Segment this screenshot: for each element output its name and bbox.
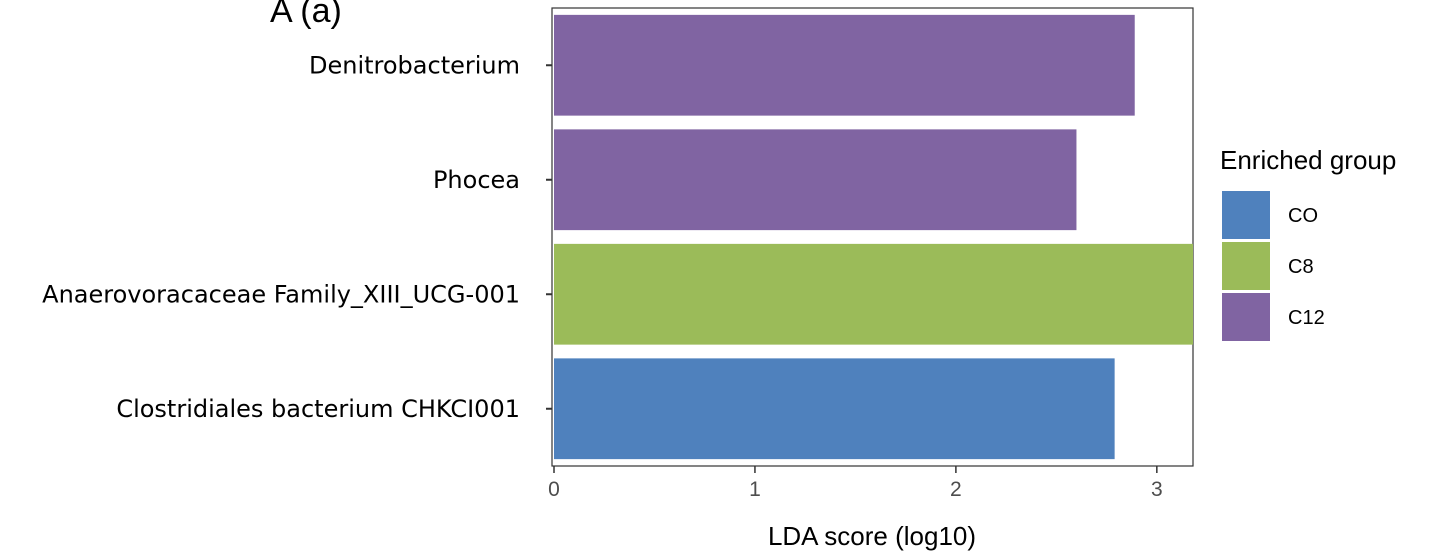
bar-denitrobacterium bbox=[554, 14, 1135, 116]
legend-key-co bbox=[1222, 191, 1270, 239]
legend-label: CO bbox=[1288, 205, 1318, 227]
legend-key-c8 bbox=[1222, 242, 1270, 290]
y-tick-label: Anaerovoracaceae Family_XIII_UCG-001 bbox=[42, 280, 520, 308]
bar-phocea bbox=[554, 129, 1077, 231]
bar-clostridiales-bacterium-chkci001 bbox=[554, 358, 1115, 460]
y-tick-label: Denitrobacterium bbox=[309, 51, 520, 79]
bar-anaerovoracaceae-family-xiii-ucg-001 bbox=[554, 243, 1193, 345]
x-tick-label: 0 bbox=[548, 478, 560, 501]
legend-key-c12 bbox=[1222, 293, 1270, 341]
y-tick-label: Clostridiales bacterium CHKCI001 bbox=[116, 395, 520, 423]
x-axis-title: LDA score (log10) bbox=[768, 521, 976, 551]
plot-panel-border bbox=[551, 7, 1194, 467]
legend-label: C12 bbox=[1288, 307, 1325, 329]
x-tick-label: 1 bbox=[749, 478, 761, 501]
legend: Enriched group CO C8 C12 bbox=[1220, 145, 1396, 341]
legend-label: C8 bbox=[1288, 256, 1314, 278]
x-tick-label: 2 bbox=[950, 478, 962, 501]
legend-title: Enriched group bbox=[1220, 145, 1396, 175]
y-tick-label: Phocea bbox=[433, 166, 520, 194]
x-tick-label: 3 bbox=[1151, 478, 1163, 501]
panel-label: A (a) bbox=[270, 0, 342, 30]
